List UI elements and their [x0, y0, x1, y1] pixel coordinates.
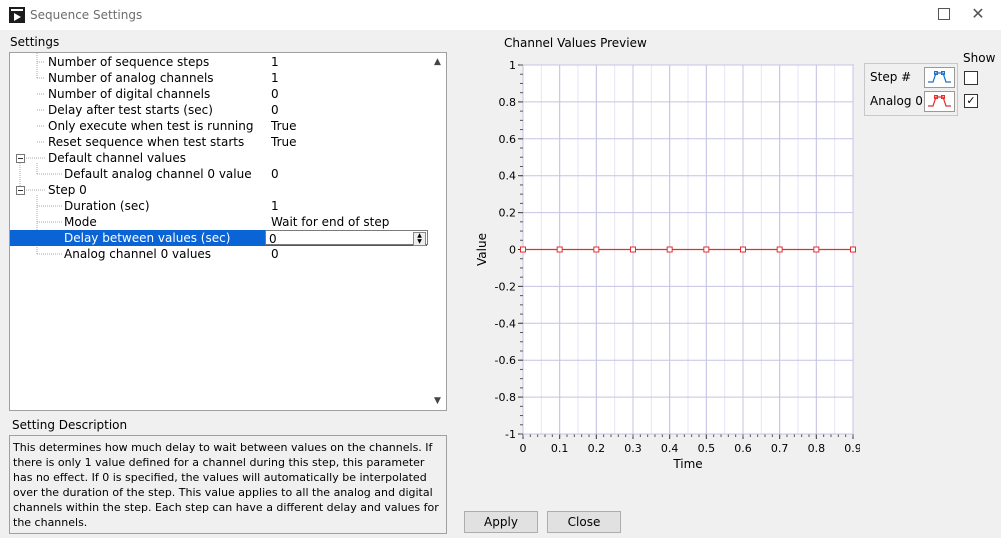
window-title: Sequence Settings	[30, 8, 143, 22]
plot-legend: Step # Analog 0	[864, 63, 958, 116]
setting-row-duration[interactable]: Duration (sec) 1	[10, 198, 427, 214]
apply-button[interactable]: Apply	[464, 511, 538, 533]
x-tick-label: 0.2	[588, 442, 606, 455]
setting-row-default-channel-values[interactable]: Default channel values	[10, 150, 427, 166]
data-point	[556, 246, 563, 253]
setting-row-number-of-digital-channels[interactable]: Number of digital channels 0	[10, 86, 427, 102]
setting-value: True	[271, 135, 297, 149]
x-tick-label: 0.3	[624, 442, 642, 455]
setting-row-analog-channel-0-values[interactable]: Analog channel 0 values 0	[10, 246, 427, 262]
data-point	[630, 246, 636, 253]
data-point	[813, 246, 820, 253]
setting-name: Number of sequence steps	[48, 55, 210, 69]
setting-value: True	[271, 119, 297, 133]
setting-name: Number of digital channels	[48, 87, 211, 101]
y-tick-label: 1	[509, 59, 516, 72]
legend-entry-analog-0: Analog 0	[870, 94, 923, 108]
data-point	[740, 246, 746, 253]
x-tick-label: 0	[520, 442, 527, 455]
setting-name: Mode	[64, 215, 97, 229]
x-tick-label: 0.1	[551, 442, 569, 455]
setting-name: Step 0	[48, 183, 87, 197]
setting-row-delay-between-values[interactable]: Delay between values (sec) 0 ▲ ▼	[10, 230, 428, 246]
x-tick-label: 0.6	[734, 442, 752, 455]
show-label: Show	[963, 51, 996, 65]
setting-value: 0	[271, 103, 279, 117]
description-box: This determines how much delay to wait b…	[9, 435, 447, 534]
data-point	[703, 246, 710, 253]
y-tick-label: -0.4	[495, 317, 516, 330]
close-button[interactable]: Close	[547, 511, 621, 533]
tree-scrollbar[interactable]: ▲ ▼	[430, 53, 446, 410]
y-tick-label: 0	[509, 244, 516, 257]
setting-name: Default analog channel 0 value	[64, 167, 252, 181]
y-tick-label: -0.6	[495, 354, 516, 367]
setting-name: Number of analog channels	[48, 71, 214, 85]
settings-tree[interactable]: Number of sequence steps 1 Number of ana…	[9, 52, 447, 411]
analog-plot-style-icon[interactable]	[924, 91, 955, 112]
setting-name: Delay between values (sec)	[64, 231, 231, 245]
x-tick-label: 0.7	[771, 442, 789, 455]
app-icon	[9, 7, 25, 23]
y-tick-label: -1	[505, 428, 516, 441]
description-label: Setting Description	[12, 418, 128, 432]
y-tick-label: 0.8	[499, 96, 517, 109]
maximize-icon[interactable]	[938, 8, 950, 20]
data-point	[520, 246, 526, 253]
y-tick-label: -0.2	[495, 280, 516, 293]
collapse-step-0-icon[interactable]	[16, 186, 25, 195]
x-tick-label: 0.9	[844, 442, 860, 455]
scroll-down-icon[interactable]: ▼	[434, 396, 441, 406]
setting-row-default-analog-channel-0[interactable]: Default analog channel 0 value 0	[10, 166, 427, 182]
y-tick-label: -0.8	[495, 391, 516, 404]
chart-title: Channel Values Preview	[504, 36, 647, 50]
setting-row-reset-sequence[interactable]: Reset sequence when test starts True	[10, 134, 427, 150]
close-icon[interactable]: ✕	[971, 4, 985, 23]
setting-value: 1	[271, 55, 279, 69]
y-axis-label: Value	[475, 233, 489, 266]
setting-row-number-of-sequence-steps[interactable]: Number of sequence steps 1	[10, 54, 427, 70]
input-value: 0	[269, 232, 277, 246]
x-axis-label: Time	[672, 457, 702, 471]
y-tick-label: 0.2	[499, 207, 517, 220]
spin-stepper-icon[interactable]: ▲ ▼	[413, 232, 426, 246]
channel-values-chart: 0 0.1 0.2 0.3 0.4 0.5 0.6 0.7 0.8 0.9 1 0.8 0.6 0.4 0.…	[475, 59, 860, 471]
data-point	[850, 246, 856, 253]
setting-name: Delay after test starts (sec)	[48, 103, 213, 117]
setting-value: 0	[271, 247, 279, 261]
data-point	[593, 246, 600, 253]
settings-label: Settings	[10, 35, 60, 49]
setting-name: Default channel values	[48, 151, 186, 165]
setting-value: 1	[271, 199, 279, 213]
setting-row-step-0[interactable]: Step 0	[10, 182, 427, 198]
data-point	[776, 246, 783, 253]
setting-name: Analog channel 0 values	[64, 247, 212, 261]
y-tick-label: 0.6	[499, 133, 517, 146]
delay-between-values-input[interactable]: 0 ▲ ▼	[265, 230, 428, 246]
x-tick-label: 0.8	[808, 442, 826, 455]
title-bar: Sequence Settings ✕	[0, 0, 1001, 30]
setting-row-number-of-analog-channels[interactable]: Number of analog channels 1	[10, 70, 427, 86]
data-point	[666, 246, 673, 253]
show-step-checkbox[interactable]	[964, 71, 978, 85]
setting-value: 1	[271, 71, 279, 85]
setting-row-delay-after-test-starts[interactable]: Delay after test starts (sec) 0	[10, 102, 427, 118]
collapse-default-channel-values-icon[interactable]	[16, 154, 25, 163]
setting-name: Duration (sec)	[64, 199, 150, 213]
setting-row-mode[interactable]: Mode Wait for end of step	[10, 214, 427, 230]
scroll-up-icon[interactable]: ▲	[434, 57, 441, 67]
setting-row-only-execute-when-running[interactable]: Only execute when test is running True	[10, 118, 427, 134]
x-tick-label: 0.5	[698, 442, 716, 455]
setting-value: Wait for end of step	[271, 215, 390, 229]
setting-value: 0	[271, 87, 279, 101]
step-plot-style-icon[interactable]	[924, 67, 955, 88]
show-analog-0-checkbox[interactable]: ✓	[964, 94, 978, 108]
x-tick-label: 0.4	[661, 442, 679, 455]
legend-entry-step: Step #	[870, 70, 912, 84]
setting-name: Reset sequence when test starts	[48, 135, 245, 149]
setting-name: Only execute when test is running	[48, 119, 254, 133]
y-tick-label: 0.4	[499, 170, 517, 183]
description-text: This determines how much delay to wait b…	[13, 441, 439, 529]
setting-value: 0	[271, 167, 279, 181]
